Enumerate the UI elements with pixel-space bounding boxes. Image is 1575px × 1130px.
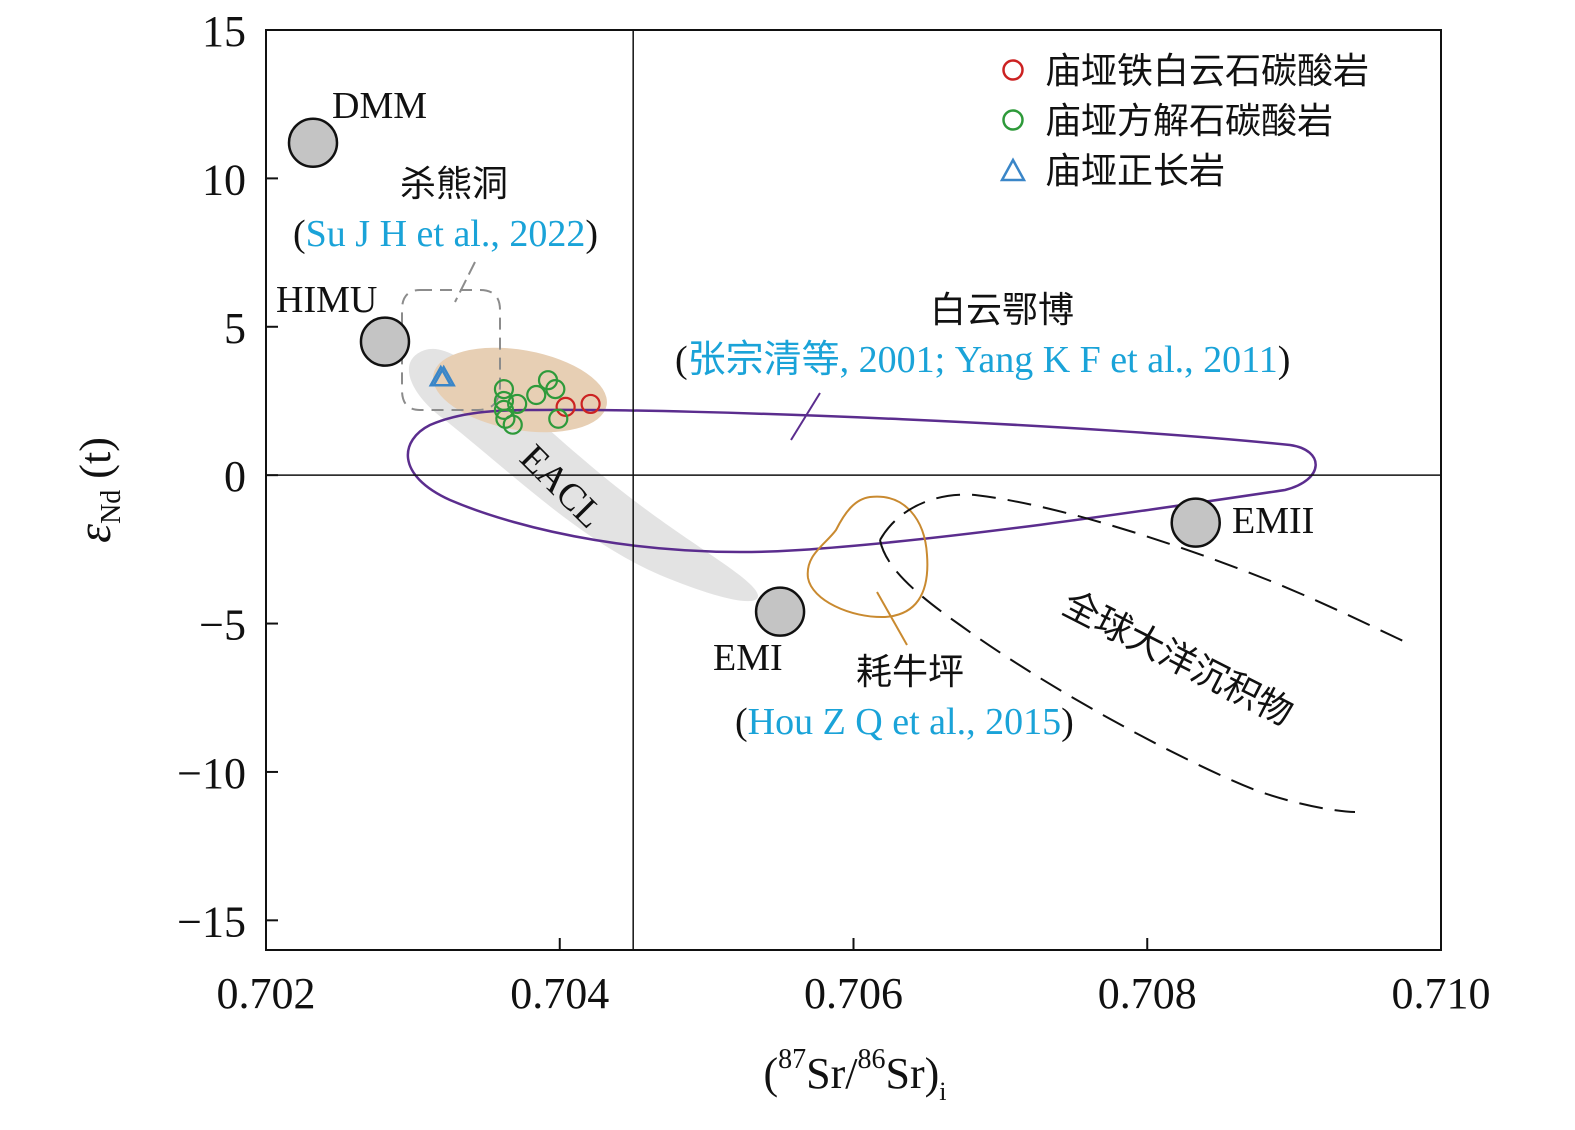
x-tick-label-3: 0.708 xyxy=(1098,969,1197,1018)
field-ref-bayan-obo: (张宗清等, 2001; Yang K F et al., 2011) xyxy=(675,339,1290,381)
endmember-emi xyxy=(754,586,806,637)
endmember-dmm xyxy=(287,117,339,169)
legend-marker-blue xyxy=(999,157,1027,182)
data-point-s1-8 xyxy=(545,378,566,400)
legend-marker-red xyxy=(1002,59,1024,81)
bayan-obo-leader xyxy=(790,392,821,441)
y-tick-label-3: 0 xyxy=(224,452,246,501)
data-point-s1-2 xyxy=(493,399,515,420)
field-label-ocean-sediment: 全球大洋沉积物 xyxy=(1056,583,1299,734)
ref-text-bayan-obo: 张宗清等, 2001; Yang K F et al., 2011 xyxy=(688,339,1278,381)
ocean-sediment-lower xyxy=(879,539,1356,813)
field-label-bayan-obo: 白云鄂博 xyxy=(930,290,1074,331)
field-ref-maoniuping: (Hou Z Q et al., 2015) xyxy=(735,701,1074,743)
data-point-s1-4 xyxy=(502,414,523,435)
legend-marker-green xyxy=(1002,109,1024,131)
field-ref-shaxiongdong: (Su J H et al., 2022) xyxy=(293,213,598,255)
field-label-maoniuping: 耗牛坪 xyxy=(856,652,964,693)
maoniuping-field xyxy=(806,495,929,619)
endmember-himu xyxy=(359,316,411,367)
axes-layer: 0.702 0.704 0.706 0.708 0.710 15 10 5 0 −5 −10 −15 xyxy=(177,7,1490,1018)
data-point-s1-6 xyxy=(526,384,547,406)
shaxiongdong-field xyxy=(401,289,501,411)
x-tick-label-0: 0.702 xyxy=(217,969,316,1018)
y-tick-label-1: 10 xyxy=(202,155,246,204)
legend: 庙垭铁白云石碳酸岩 庙垭方解石碳酸岩 庙垭正长岩 xyxy=(999,51,1369,192)
endmember-label-emi: EMI xyxy=(713,637,783,679)
data-point-s1-0 xyxy=(493,378,515,400)
y-tick-label-0: 15 xyxy=(202,7,246,56)
x-tick-label-2: 0.706 xyxy=(804,969,903,1018)
data-point-s1-9 xyxy=(548,408,569,429)
maoniuping-leader xyxy=(876,591,908,646)
data-point-s0-0 xyxy=(555,396,576,418)
endmember-label-himu: HIMU xyxy=(276,279,377,321)
endmember-emii xyxy=(1170,497,1221,548)
legend-label-2: 庙垭正长岩 xyxy=(1045,151,1225,192)
y-tick-label-4: −5 xyxy=(199,601,246,650)
y-axis-title: εNd (t) xyxy=(68,437,127,543)
x-tick-label-4: 0.710 xyxy=(1392,969,1491,1018)
y-tick-label-6: −15 xyxy=(177,897,246,946)
x-axis-title: (87Sr/86Sr)i xyxy=(763,1044,946,1106)
data-point-s2-1 xyxy=(431,364,456,387)
endmember-layer xyxy=(287,117,1221,637)
ref-text-shaxiongdong: Su J H et al., 2022 xyxy=(306,213,586,255)
x-tick-label-1: 0.704 xyxy=(510,969,609,1018)
y-tick-label-5: −10 xyxy=(177,749,246,798)
endmember-label-emii: EMII xyxy=(1232,500,1314,542)
field-label-shaxiongdong: 杀熊洞 xyxy=(400,164,508,205)
bayan-obo-field xyxy=(406,408,1317,554)
legend-label-0: 庙垭铁白云石碳酸岩 xyxy=(1045,51,1369,92)
legend-label-1: 庙垭方解石碳酸岩 xyxy=(1045,101,1333,142)
shaxiongdong-leader xyxy=(454,261,476,303)
data-point-s1-5 xyxy=(507,393,528,415)
endmember-label-dmm: DMM xyxy=(332,85,427,127)
points-layer xyxy=(428,364,601,435)
y-tick-label-2: 5 xyxy=(224,304,246,353)
ref-text-maoniuping: Hou Z Q et al., 2015 xyxy=(748,701,1061,743)
data-point-s0-1 xyxy=(580,393,601,415)
